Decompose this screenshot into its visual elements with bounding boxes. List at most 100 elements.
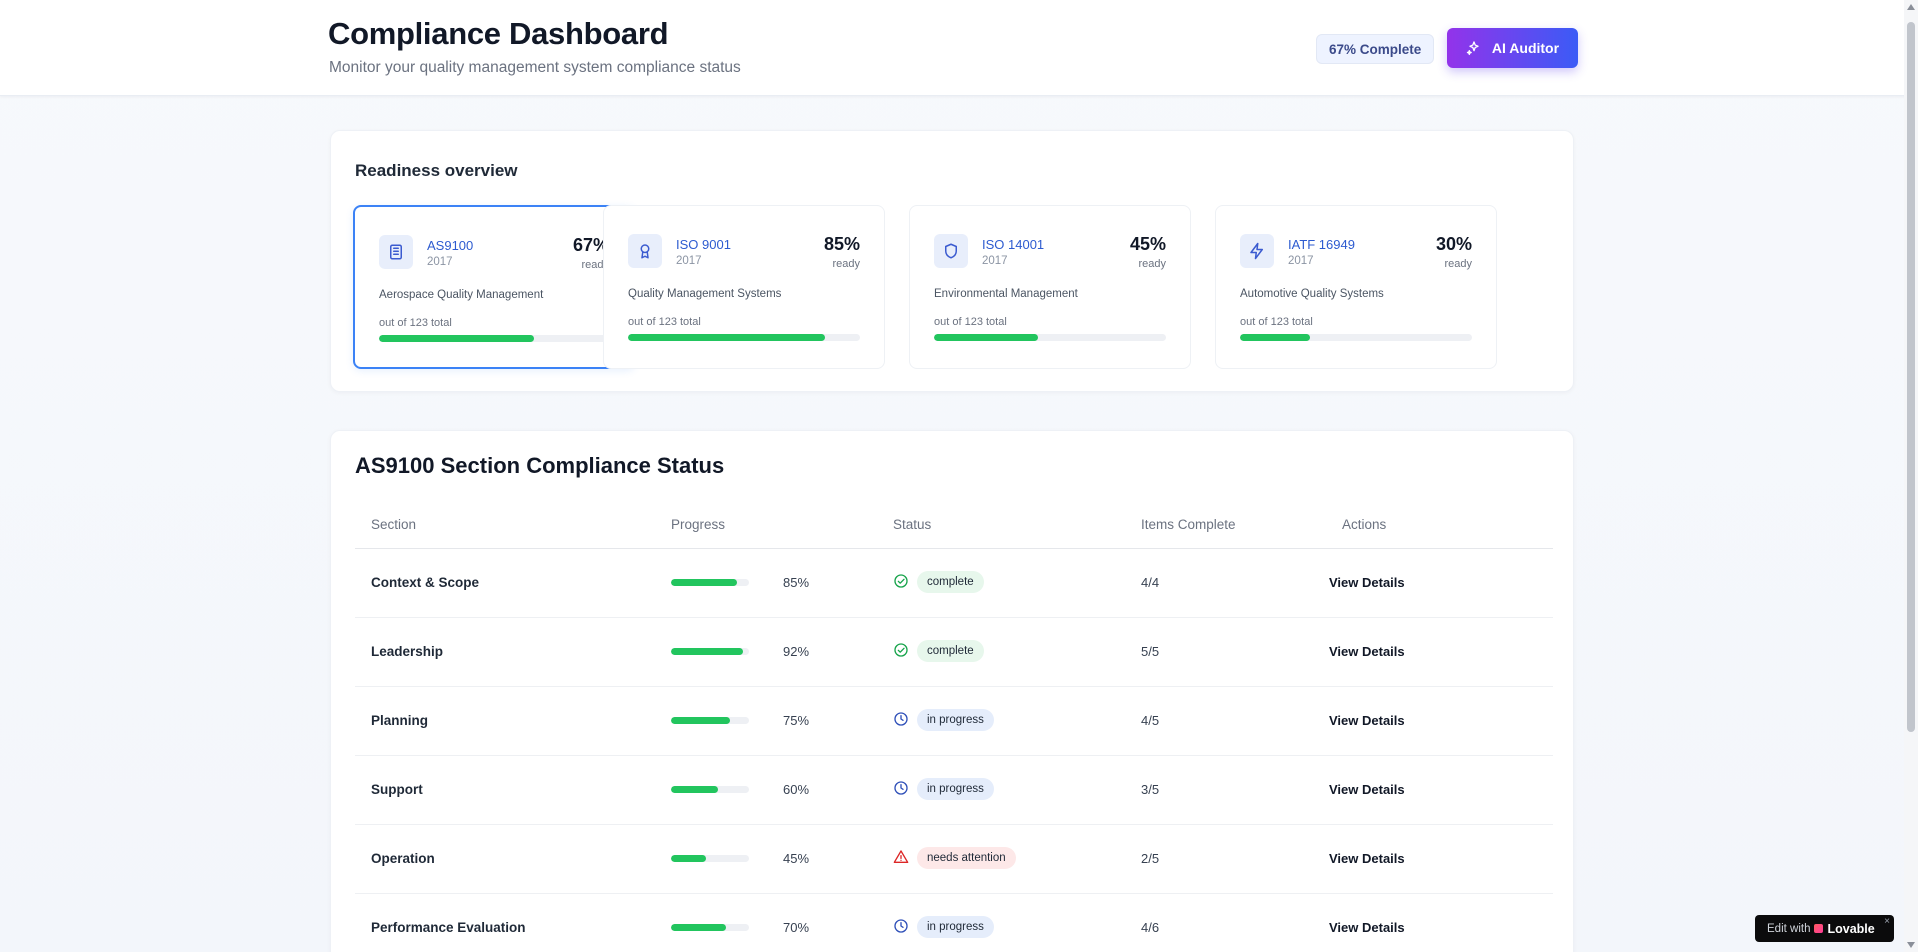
card-progress-fill [628,334,826,341]
readiness-card-iatf16949[interactable]: IATF 16949 2017 30% ready Automotive Qua… [1215,205,1497,369]
table-row: Leadership 92% complete 5/5 View Details [355,618,1553,687]
status-badge: in progress [917,709,994,731]
page-header: Compliance Dashboard Monitor your qualit… [0,0,1918,96]
check-circle-icon [893,642,909,658]
check-circle-icon [893,573,909,589]
section-progress-percent: 92% [783,644,810,659]
items-complete: 5/5 [1141,644,1160,659]
section-progress-fill [671,855,707,862]
card-percent: 30% [1435,234,1472,254]
status-badge: complete [917,571,984,593]
card-progress-bar [934,334,1166,341]
card-ready-label: ready [1138,258,1166,270]
status-badge: needs attention [917,847,1016,869]
card-name: ISO 9001 [676,237,731,252]
scroll-up-arrow-icon[interactable] [1907,4,1915,10]
section-progress-fill [671,579,738,586]
table-row: Operation 45% needs attention 2/5 View Detai… [355,825,1553,894]
readiness-panel: Readiness overview AS9100 2017 67% ready… [330,130,1574,392]
section-progress-bar [671,855,749,862]
view-details-button[interactable]: View Details [1329,575,1405,590]
items-complete: 4/6 [1141,920,1160,935]
column-header-section: Section [371,517,417,532]
lovable-heart-icon [1814,924,1824,933]
view-details-button[interactable]: View Details [1329,920,1405,935]
readiness-card-iso9001[interactable]: ISO 9001 2017 85% ready Quality Manageme… [603,205,885,369]
edit-with-lovable-badge[interactable]: Edit with Lovable × [1755,915,1894,942]
vertical-scrollbar[interactable] [1904,0,1918,952]
status-badge: in progress [917,916,994,938]
status-badge: complete [917,640,984,662]
alert-triangle-icon [893,849,909,865]
card-ready-label: ready [1444,258,1472,270]
lightning-icon [1250,242,1263,260]
card-percent: 85% [823,234,860,254]
section-progress-percent: 75% [783,713,810,728]
items-complete: 4/4 [1141,575,1160,590]
lovable-edit-label: Edit with [1767,922,1811,935]
sparkles-icon [1466,41,1479,56]
section-progress-percent: 45% [783,851,810,866]
section-progress-fill [671,786,718,793]
column-header-progress: Progress [671,517,726,532]
card-name: ISO 14001 [982,237,1045,252]
table-row: Support 60% in progress 3/5 View Details [355,756,1553,825]
section-progress-bar [671,648,749,655]
card-progress-fill [1240,334,1310,341]
section-name: Leadership [371,644,444,659]
items-complete: 3/5 [1141,782,1160,797]
section-compliance-title: AS9100 Section Compliance Status [355,453,725,478]
close-icon[interactable]: × [1884,916,1890,927]
scrollbar-thumb[interactable] [1907,22,1915,732]
section-progress-bar [671,786,749,793]
column-header-status: Status [893,517,932,532]
status-badge: in progress [917,778,994,800]
card-description: Environmental Management [934,288,1078,300]
card-percent: 45% [1129,234,1166,254]
card-year: 2017 [427,256,453,268]
section-name: Support [371,782,423,797]
ai-auditor-button[interactable]: AI Auditor [1447,28,1578,68]
section-compliance-panel: AS9100 Section Compliance Status Section… [330,430,1574,952]
page-title: Compliance Dashboard [328,16,669,51]
view-details-button[interactable]: View Details [1329,851,1405,866]
view-details-button[interactable]: View Details [1329,713,1405,728]
completion-badge: 67% Complete [1316,34,1435,64]
card-percent: 67% [572,235,609,255]
readiness-card-iso14001[interactable]: ISO 14001 2017 45% ready Environmental M… [909,205,1191,369]
card-year: 2017 [1288,255,1314,267]
section-name: Context & Scope [371,575,480,590]
card-ready-label: ready [581,259,609,271]
table-header: Section Progress Status Items Complete A… [355,499,1553,549]
items-complete: 2/5 [1141,851,1160,866]
section-progress-percent: 85% [783,575,810,590]
page-subtitle: Monitor your quality management system c… [329,59,741,76]
card-out-of: out of 123 total [934,316,1007,328]
card-out-of: out of 123 total [1240,316,1313,328]
readiness-title: Readiness overview [355,161,518,180]
section-progress-bar [671,579,749,586]
scroll-down-arrow-icon[interactable] [1907,942,1915,948]
card-name: IATF 16949 [1288,237,1355,252]
readiness-card-as9100[interactable]: AS9100 2017 67% ready Aerospace Quality … [353,205,635,369]
section-progress-percent: 70% [783,920,810,935]
shield-icon [945,243,957,259]
section-progress-fill [671,924,726,931]
table-row: Context & Scope 85% complete 4/4 View Detail… [355,549,1553,618]
section-progress-bar [671,924,749,931]
card-progress-bar [628,334,860,341]
column-header-actions: Actions [1342,517,1387,532]
section-progress-fill [671,717,730,724]
column-header-items: Items Complete [1141,517,1236,532]
card-progress-bar [1240,334,1472,341]
card-description: Aerospace Quality Management [379,289,544,301]
card-out-of: out of 123 total [628,316,701,328]
view-details-button[interactable]: View Details [1329,644,1405,659]
view-details-button[interactable]: View Details [1329,782,1405,797]
card-name: AS9100 [427,238,474,253]
award-icon [640,244,650,259]
clock-icon [893,918,909,934]
table-row: Performance Evaluation 70% in progress 4/6 V… [355,894,1553,952]
card-progress-fill [379,335,535,342]
card-ready-label: ready [832,258,860,270]
